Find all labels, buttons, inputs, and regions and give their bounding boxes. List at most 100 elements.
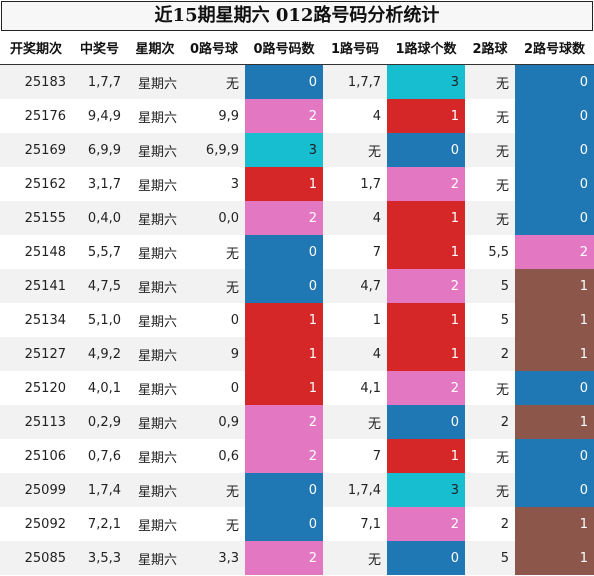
cell-route2-balls: 5 [465,269,515,303]
table-row: 25113 0,2,9 星期六 0,9 2 无 0 2 1 [0,405,594,439]
cell-route1-count: 0 [387,541,465,575]
table-row: 25134 5,1,0 星期六 0 1 1 1 5 1 [0,303,594,337]
cell-period: 25085 [0,541,72,575]
cell-period: 25148 [24,244,66,260]
table-row: 25148 5,5,7 星期六 无 0 7 1 5,5 2 [0,235,594,269]
cell-route0-count: 0 [245,507,323,541]
cell-route0-balls: 无 [183,64,245,99]
cell-route0-count: 1 [245,303,323,337]
cell-route2-balls: 5 [465,541,515,575]
cell-numbers: 0,2,9 [72,405,127,439]
cell-route0-count: 0 [245,235,323,269]
cell-route0-balls: 9 [183,337,245,371]
cell-weekday: 星期六 [127,201,183,235]
cell-period: 25134 [24,312,66,328]
cell-route2-count: 1 [515,405,594,439]
cell-weekday: 星期六 [137,314,177,330]
cell-route1-count: 3 [387,473,465,507]
cell-route0-count: 3 [245,133,323,167]
cell-route0-count: 0 [245,269,323,303]
cell-route2-count: 0 [515,371,594,405]
cell-route2-count: 2 [515,235,594,269]
cell-route2-balls: 无 [495,178,509,194]
cell-route2-balls: 5 [500,312,509,328]
cell-route0-balls: 0 [230,312,239,328]
cell-numbers: 6,9,9 [72,133,127,167]
table-row: 25183 1,7,7 星期六无 0 1,7,7 3 无 0 [0,64,594,99]
cell-route0-count: 2 [245,99,323,133]
table-row: 25141 4,7,5 星期六无 0 4,7 2 5 1 [0,269,594,303]
table-row: 25155 0,4,0 星期六 0,0 2 4 1 无 0 [0,201,594,235]
cell-route1-count: 0 [387,405,465,439]
cell-route0-count: 2 [245,405,323,439]
cell-weekday: 星期六 [137,246,177,262]
cell-route2-count: 1 [515,507,594,541]
cell-route2-balls: 2 [500,516,509,532]
cell-route1-balls: 无 [323,405,387,439]
cell-period: 25183 [0,64,72,99]
cell-period: 25106 [24,448,66,464]
cell-route1-count: 1 [387,303,465,337]
cell-route1-count: 1 [387,439,465,473]
cell-route1-balls: 1,7 [360,176,381,192]
cell-numbers: 5,5,7 [87,244,121,260]
cell-route0-balls: 0,9 [183,405,245,439]
table-row: 25106 0,7,6 星期六 0,6 2 7 1 无 0 [0,439,594,473]
cell-route0-count: 1 [245,371,323,405]
table-row: 25085 3,5,3 星期六 3,3 2 无 0 5 1 [0,541,594,575]
cell-route2-count: 1 [515,303,594,337]
cell-route0-count: 0 [245,64,323,99]
cell-numbers: 3,5,3 [72,541,127,575]
cell-route0-balls: 9,9 [218,108,239,124]
cell-route2-count: 0 [515,439,594,473]
cell-route2-count: 0 [515,473,594,507]
table-row: 25162 3,1,7 星期六 3 1 1,7 2 无 0 [0,167,594,201]
cell-period: 25092 [24,516,66,532]
cell-weekday: 星期六 [127,541,183,575]
cell-route1-balls: 4 [372,108,381,124]
cell-route2-balls: 无 [465,133,515,167]
cell-numbers: 4,0,1 [87,380,121,396]
cell-route1-count: 2 [387,167,465,201]
cell-route1-count: 2 [387,507,465,541]
cell-weekday: 星期六 [127,64,183,99]
cell-route1-count: 2 [387,371,465,405]
table-row: 25169 6,9,9 星期六 6,9,9 3 无 0 无 0 [0,133,594,167]
cell-weekday: 星期六 [137,178,177,194]
col-header-route1-balls: 1路号码 [323,31,387,65]
cell-route1-count: 1 [387,337,465,371]
cell-route1-balls: 4,7 [323,269,387,303]
cell-route1-balls: 1,7,4 [323,473,387,507]
cell-route0-count: 1 [245,337,323,371]
col-header-period: 开奖期次 [0,31,72,65]
cell-numbers: 7,2,1 [87,516,121,532]
cell-route2-balls: 5,5 [488,244,509,260]
cell-route2-balls: 无 [465,64,515,99]
cell-route1-balls: 4 [323,337,387,371]
cell-route0-balls: 3,3 [183,541,245,575]
cell-numbers: 0,7,6 [87,448,121,464]
cell-numbers: 9,4,9 [87,108,121,124]
col-header-route2-balls: 2路球 [465,31,515,65]
cell-numbers: 1,7,7 [72,64,127,99]
table-row: 25176 9,4,9 星期六 9,9 2 4 1 无 0 [0,99,594,133]
cell-weekday: 星期六 [137,450,177,466]
cell-route0-balls: 无 [225,246,239,262]
cell-weekday: 星期六 [127,269,183,303]
cell-route1-count: 1 [387,99,465,133]
cell-route1-balls: 1,7,7 [323,64,387,99]
cell-route0-count: 1 [245,167,323,201]
col-header-route1-count: 1路球个数 [387,31,465,65]
col-header-weekday: 星期次 [127,31,183,65]
cell-route0-count: 2 [245,541,323,575]
col-header-numbers: 中奖号 [72,31,127,65]
cell-numbers: 0,4,0 [72,201,127,235]
cell-route0-balls: 0,0 [183,201,245,235]
cell-route0-balls: 3 [230,176,239,192]
cell-route2-balls: 无 [495,382,509,398]
table-body: 25183 1,7,7 星期六无 0 1,7,7 3 无 0 25176 9,4,9 星期六 9,9 2… [0,64,594,575]
cell-period: 25120 [24,380,66,396]
cell-route2-count: 0 [515,64,594,99]
cell-weekday: 星期六 [137,518,177,534]
